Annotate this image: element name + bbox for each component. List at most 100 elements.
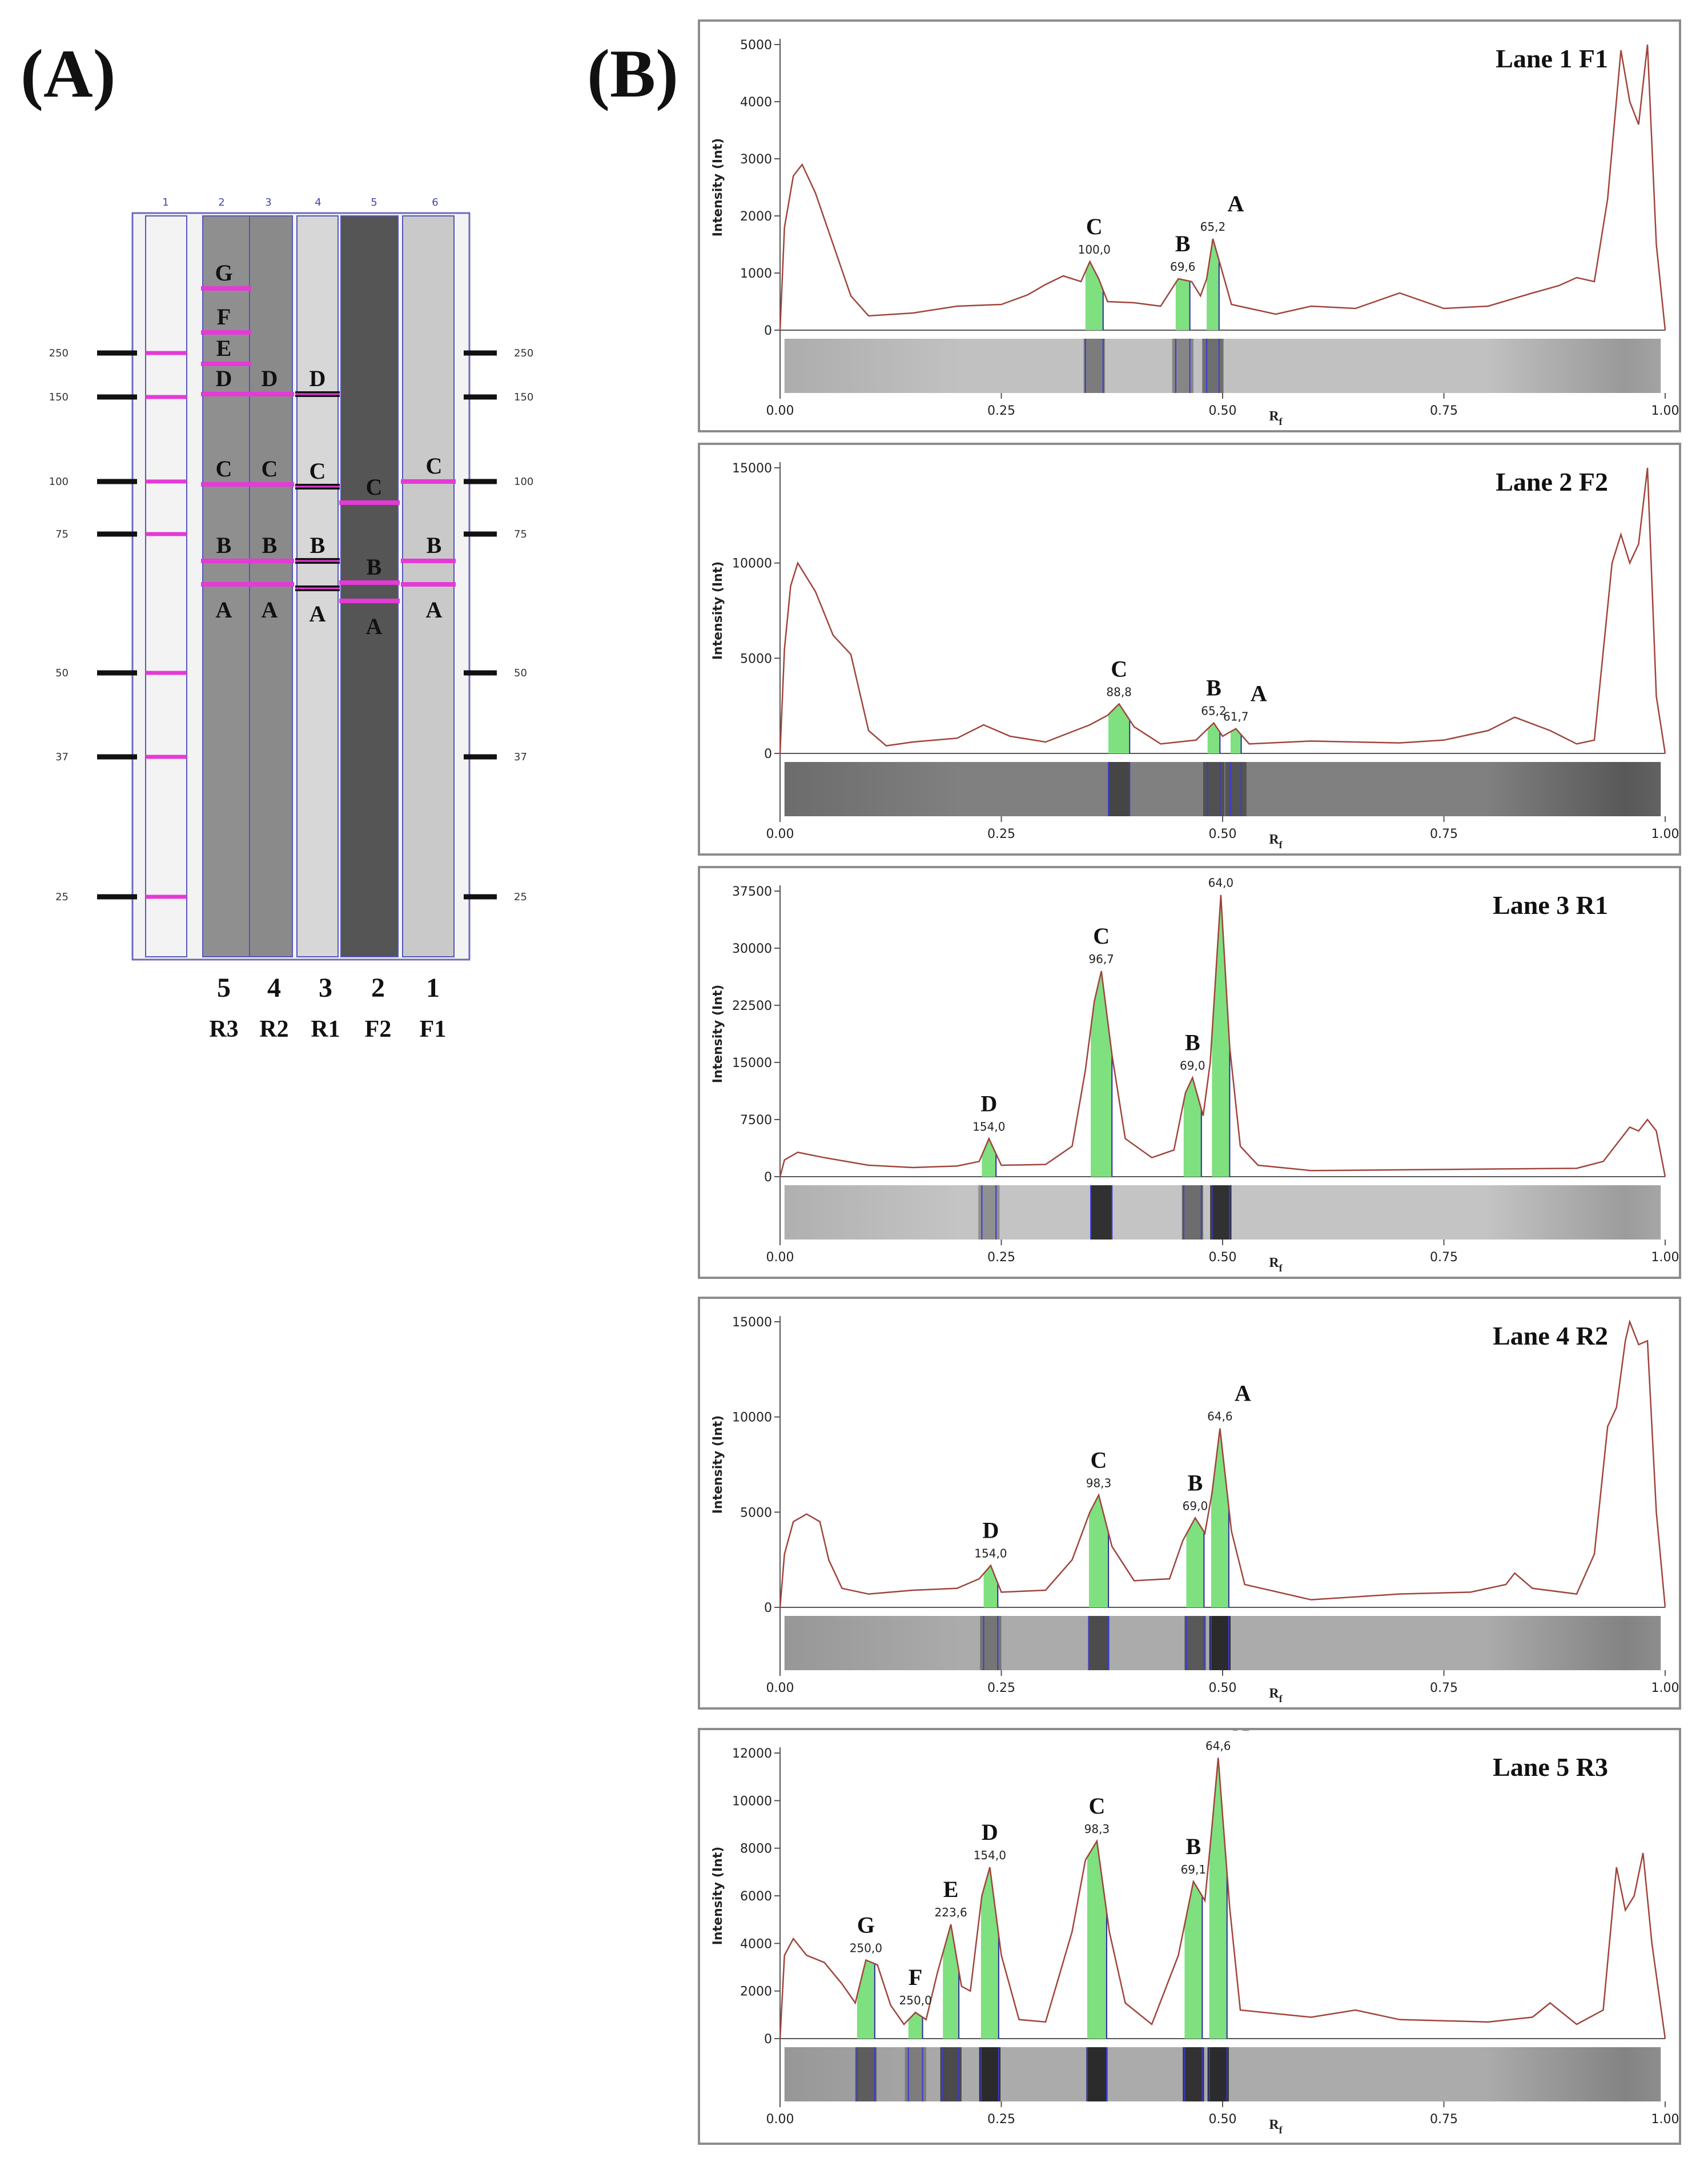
chart-panel-lane-5: 0 2000 4000 6000 8000 10000 12000 Intensity (In… [698, 1728, 1681, 2145]
y-tick-label: 3000 [740, 153, 772, 167]
marker-label-left: 37 [55, 751, 69, 763]
band-letter: C [216, 456, 232, 482]
peak-size-label: 154,0 [974, 1848, 1006, 1862]
strip-band [1207, 2047, 1229, 2101]
x-tick-label: 0.00 [766, 2112, 794, 2127]
peak-size-label: 250,0 [850, 1942, 882, 1955]
peak-area [1230, 728, 1241, 753]
lane-number-bottom: 4 [267, 973, 281, 1003]
band-letter: B [310, 532, 325, 558]
peak-size-label: 64,0 [1208, 876, 1234, 890]
marker-label-left: 250 [49, 347, 69, 359]
peak-area [1207, 723, 1220, 753]
intensity-profile [779, 44, 1666, 331]
peak-area [1108, 704, 1130, 753]
strip-band [1225, 762, 1247, 816]
peak-size-label: 65,2 [1200, 220, 1226, 234]
band-letter: B [367, 554, 382, 580]
strip-band [1108, 762, 1130, 816]
band-letter: D [310, 366, 326, 391]
strip-band [1086, 2047, 1108, 2101]
x-axis-label: Rf [1269, 409, 1283, 427]
y-axis-label: Intensity (Int) [711, 1847, 725, 1946]
peak-size-label: 69,6 [1170, 260, 1196, 274]
peak-letter: B [1188, 1470, 1203, 1495]
strip-band [1091, 1185, 1112, 1240]
peak-size-label: 96,7 [1088, 952, 1114, 966]
peak-size-label: 61,7 [1223, 710, 1249, 724]
chart-svg: 0 5000 10000 15000 Intensity (Int) 0.00 0.25 0.… [711, 462, 1679, 851]
strip-band [1209, 1616, 1231, 1670]
strip-band [1202, 339, 1224, 393]
peak-letter: D [982, 1819, 998, 1845]
peak-letter: D [980, 1090, 997, 1116]
x-tick-label: 0.00 [766, 1250, 794, 1265]
x-tick-label: 0.50 [1209, 404, 1237, 418]
peak-area [1212, 895, 1230, 1177]
gel-lane [341, 216, 398, 957]
band-letter: C [310, 458, 326, 484]
band-letter: F [217, 304, 231, 330]
band-letter: B [216, 532, 232, 558]
chart-title: Lane 2 F2 [1496, 467, 1608, 496]
peak-size-label: 154,0 [972, 1120, 1005, 1133]
lane-number-top: 6 [432, 196, 438, 208]
y-tick-label: 5000 [740, 652, 772, 666]
chart-title: Lane 4 R2 [1493, 1321, 1608, 1350]
peak-letter: G [857, 1912, 875, 1938]
chart-panel-lane-1: 0 1000 2000 3000 4000 5000 Intensity (Int) 0.00… [698, 19, 1681, 432]
chart-panel-lane-4: 0 5000 10000 15000 Intensity (Int) 0.00 0.25 0.… [698, 1297, 1681, 1710]
y-tick-label: 15000 [732, 462, 772, 476]
x-tick-label: 0.75 [1430, 827, 1458, 841]
band-letter: B [262, 532, 278, 558]
band-letter: A [366, 613, 383, 639]
peak-size-label: 69,1 [1181, 1863, 1207, 1876]
ladder-lane-border [145, 215, 187, 957]
peak-size-label: 65,2 [1201, 704, 1227, 718]
peak-letter: A [1251, 681, 1267, 707]
band-letter: D [216, 366, 232, 391]
band-letter: C [366, 474, 383, 500]
strip-band [1183, 2047, 1204, 2101]
peak-size-label: 69,0 [1180, 1059, 1205, 1073]
marker-label-left: 100 [49, 476, 69, 488]
chart-svg: 0 7500 15000 22500 30000 37500 Intensity (Int)… [711, 868, 1679, 1274]
chart-title: Lane 1 F1 [1496, 44, 1608, 73]
peak-letter: B [1185, 1030, 1200, 1056]
peak-letter: C [1091, 1447, 1107, 1473]
y-tick-label: 2000 [740, 1985, 772, 1999]
peak-area [982, 1138, 996, 1177]
x-tick-label: 0.50 [1209, 1250, 1237, 1265]
peak-size-label: 98,3 [1084, 1822, 1110, 1836]
y-axis-label: Intensity (Int) [711, 985, 725, 1084]
peak-area [1087, 1841, 1107, 2039]
peak-letter: A [1228, 191, 1244, 216]
strip-band [1184, 1616, 1206, 1670]
x-tick-label: 0.25 [987, 1681, 1015, 1695]
peak-letter: C [1111, 656, 1127, 681]
lane-number-bottom: 2 [371, 973, 385, 1003]
x-tick-label: 0.50 [1209, 2112, 1237, 2127]
y-tick-label: 5000 [740, 1506, 772, 1520]
marker-label-right: 25 [514, 891, 527, 903]
y-tick-label: 10000 [732, 1794, 772, 1808]
x-tick-label: 1.00 [1651, 404, 1679, 418]
y-tick-label: 8000 [740, 1842, 772, 1856]
y-tick-label: 4000 [740, 1937, 772, 1951]
x-axis-label: Rf [1269, 1256, 1283, 1274]
chart-svg: 0 2000 4000 6000 8000 10000 12000 Intensity (In… [711, 1730, 1679, 2136]
chart-panel-lane-3: 0 7500 15000 22500 30000 37500 Intensity (Int)… [698, 866, 1681, 1279]
marker-label-left: 25 [55, 891, 69, 903]
marker-label-right: 100 [514, 476, 533, 488]
intensity-profile [779, 1319, 1666, 1608]
peak-size-label: 154,0 [974, 1547, 1007, 1561]
gel-lane-border [340, 215, 399, 957]
y-tick-label: 10000 [732, 1411, 772, 1425]
y-tick-label: 0 [764, 324, 772, 338]
peak-letter: B [1206, 675, 1221, 701]
lane-number-bottom: 5 [217, 973, 231, 1003]
x-axis-label: Rf [1269, 1686, 1283, 1704]
band-letter: E [216, 335, 232, 361]
lane-code-bottom: F2 [365, 1016, 392, 1042]
